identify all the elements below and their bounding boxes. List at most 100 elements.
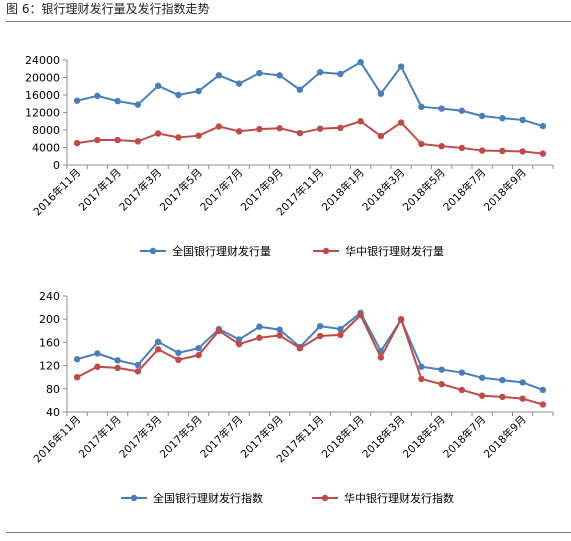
- data-point: [478, 392, 486, 399]
- data-point: [215, 72, 223, 79]
- data-point: [499, 376, 506, 384]
- data-point: [539, 150, 547, 157]
- x-tick-label: 2017年1月: [76, 413, 124, 461]
- x-tick-label: 2018年9月: [481, 413, 529, 461]
- data-point: [134, 368, 142, 375]
- data-point: [478, 147, 486, 154]
- data-point: [438, 366, 445, 373]
- data-point: [175, 356, 182, 363]
- data-point: [235, 80, 243, 87]
- data-point: [235, 128, 243, 135]
- x-tick-label: 2018年5月: [400, 413, 448, 461]
- data-point: [316, 332, 324, 340]
- x-tick-label: 2018年3月: [360, 413, 408, 461]
- figure-title-text: 图 6：银行理财发行量及发行指数走势: [6, 2, 210, 16]
- data-point: [114, 357, 121, 364]
- data-point: [418, 140, 425, 148]
- y-tick-label: 12000: [25, 107, 60, 120]
- data-point: [397, 119, 405, 126]
- data-point: [438, 105, 445, 112]
- data-point: [337, 325, 344, 333]
- data-point: [276, 326, 283, 333]
- data-point: [256, 323, 263, 330]
- data-point: [215, 327, 223, 334]
- data-point: [154, 130, 162, 137]
- y-tick-label: 80: [46, 383, 60, 396]
- data-point: [175, 91, 182, 99]
- data-point: [195, 87, 202, 95]
- data-point: [337, 70, 344, 78]
- data-point: [256, 69, 263, 77]
- series-line: [76, 120, 543, 155]
- data-point: [418, 103, 425, 111]
- x-tick-label: 2017年5月: [157, 166, 205, 214]
- y-tick-label: 160: [39, 336, 60, 349]
- series-line: [76, 311, 544, 391]
- data-point: [235, 336, 243, 343]
- data-point: [357, 311, 364, 319]
- x-tick-label: 2017年3月: [117, 413, 165, 461]
- y-tick-label: 40: [46, 406, 60, 419]
- data-point: [256, 125, 263, 133]
- x-tick-label: 2018年9月: [481, 166, 529, 214]
- data-point: [114, 364, 121, 372]
- data-point: [296, 86, 304, 93]
- data-point: [519, 379, 526, 386]
- x-tick-label: 2018年3月: [360, 166, 408, 214]
- data-point: [357, 118, 364, 125]
- title-divider: [6, 21, 571, 22]
- data-point: [175, 349, 182, 357]
- x-tick-label: 2018年1月: [319, 413, 367, 461]
- data-point: [357, 58, 364, 66]
- data-point: [316, 69, 324, 76]
- data-point: [296, 345, 304, 352]
- data-point: [397, 63, 405, 70]
- data-point: [539, 386, 547, 394]
- data-point: [114, 97, 121, 105]
- x-tick-label: 2018年7月: [441, 166, 489, 214]
- legend-label: 全国银行理财发行量: [172, 244, 271, 258]
- legend-swatch-marker: [149, 247, 157, 255]
- data-point: [175, 134, 182, 141]
- data-point: [337, 124, 344, 132]
- y-tick-label: 200: [39, 313, 60, 326]
- data-point: [195, 345, 202, 352]
- data-point: [519, 116, 526, 124]
- data-point: [458, 369, 466, 376]
- data-point: [519, 395, 526, 402]
- data-point: [539, 122, 547, 130]
- legend-swatch-marker: [321, 494, 329, 502]
- legend-swatch-marker: [130, 494, 138, 502]
- data-point: [296, 129, 304, 137]
- x-tick-label: 2017年5月: [157, 413, 205, 461]
- data-point: [377, 90, 385, 97]
- series-line: [76, 314, 544, 406]
- data-point: [276, 72, 283, 79]
- data-point: [539, 401, 547, 408]
- issuance-index-chart: 40801201602002402016年11月2017年1月2017年3月20…: [31, 290, 554, 505]
- x-tick-label: 2016年11月: [31, 413, 83, 465]
- data-point: [154, 338, 162, 346]
- data-point: [154, 346, 162, 353]
- bottom-divider: [6, 532, 571, 533]
- y-tick-label: 0: [53, 159, 60, 172]
- legend-swatch-marker: [322, 247, 330, 255]
- data-point: [458, 386, 466, 394]
- series-line: [76, 61, 544, 128]
- data-point: [114, 136, 121, 144]
- data-point: [519, 148, 526, 155]
- data-point: [316, 322, 324, 330]
- data-point: [134, 361, 142, 369]
- data-point: [276, 332, 283, 339]
- data-point: [397, 316, 405, 323]
- x-tick-label: 2018年5月: [400, 166, 448, 214]
- data-point: [377, 354, 385, 361]
- data-point: [276, 125, 283, 132]
- data-point: [73, 139, 81, 147]
- y-tick-label: 8000: [32, 124, 60, 137]
- data-point: [418, 375, 425, 383]
- data-point: [337, 331, 344, 339]
- data-point: [418, 363, 425, 370]
- y-tick-label: 240: [39, 290, 60, 303]
- data-point: [134, 101, 142, 108]
